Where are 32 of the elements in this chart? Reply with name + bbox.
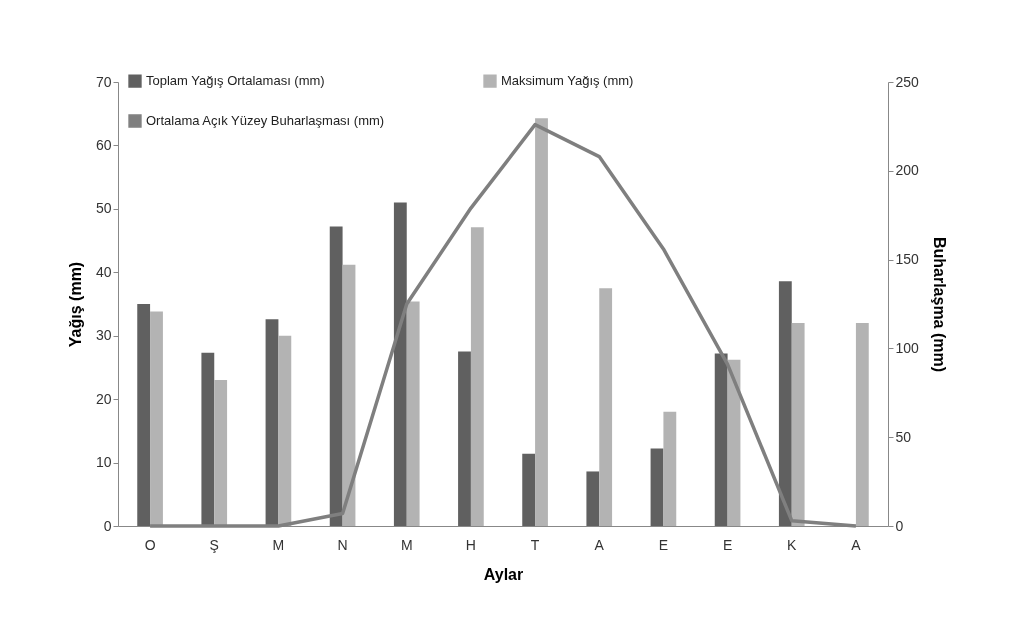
y2-tick-label: 200 bbox=[895, 162, 920, 179]
x-tick-label: H bbox=[465, 536, 476, 553]
x-tick-label: Ş bbox=[209, 536, 219, 553]
x-tick-label: M bbox=[400, 536, 413, 553]
x-tick-label: A bbox=[851, 536, 862, 553]
y-tick-label: 0 bbox=[103, 517, 112, 534]
y2-tick-label: 150 bbox=[895, 251, 920, 268]
y-tick-label: 30 bbox=[95, 327, 112, 344]
legend-label: Toplam Yağış Ortalaması (mm) bbox=[146, 73, 325, 89]
y-tick-label: 20 bbox=[95, 390, 112, 407]
x-tick-label: K bbox=[787, 536, 798, 553]
y-tick-label: 60 bbox=[95, 136, 112, 153]
x-axis-title: Aylar bbox=[483, 565, 524, 583]
y-tick-label: 10 bbox=[95, 454, 112, 471]
y-tick-label: 50 bbox=[95, 200, 112, 217]
x-tick-label: M bbox=[272, 536, 285, 553]
x-tick-label: A bbox=[594, 536, 605, 553]
x-tick-label: O bbox=[144, 536, 156, 553]
y2-tick-label: 0 bbox=[895, 517, 904, 534]
x-tick-label: N bbox=[337, 536, 348, 553]
y2-axis-title: Buharlaşma (mm) bbox=[930, 236, 948, 373]
y-tick-label: 40 bbox=[95, 263, 112, 280]
x-tick-label: E bbox=[658, 536, 669, 553]
legend-label: Ortalama Açık Yüzey Buharlaşması (mm) bbox=[146, 113, 385, 128]
y2-tick-label: 100 bbox=[895, 339, 920, 356]
y2-tick-label: 250 bbox=[895, 73, 920, 90]
y-tick-label: 70 bbox=[95, 73, 112, 90]
legend-label: Maksimum Yağış (mm) bbox=[501, 73, 634, 89]
x-tick-label: E bbox=[722, 536, 733, 553]
x-tick-label: T bbox=[530, 536, 540, 553]
y2-tick-label: 50 bbox=[895, 428, 912, 445]
y-axis-title: Yağış (mm) bbox=[66, 261, 84, 348]
